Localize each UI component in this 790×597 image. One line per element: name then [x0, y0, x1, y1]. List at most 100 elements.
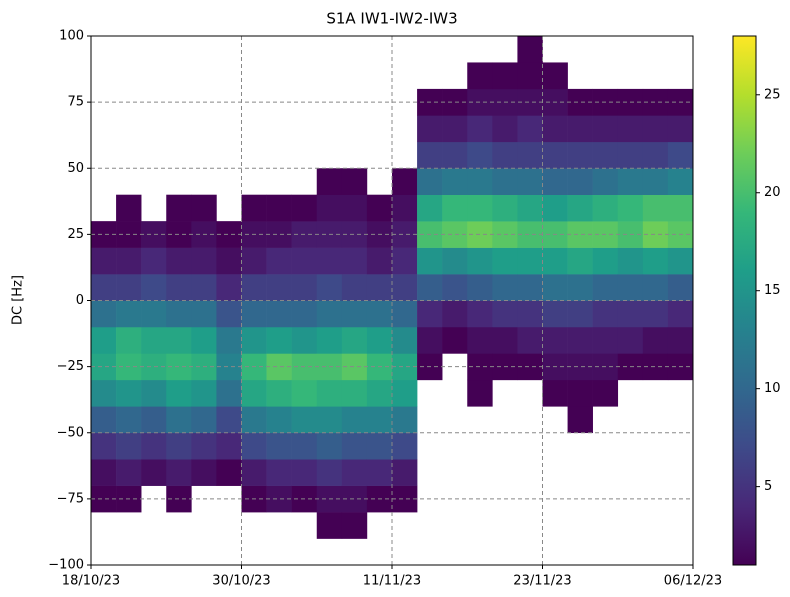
- bin: [392, 194, 418, 222]
- bin: [392, 168, 418, 195]
- bin: [341, 247, 368, 275]
- x-tick-label: 11/11/23: [363, 574, 421, 589]
- bin: [392, 459, 418, 486]
- bin: [567, 326, 593, 354]
- bin: [166, 406, 192, 434]
- bin: [517, 247, 543, 275]
- bin: [442, 326, 468, 354]
- bin: [266, 194, 292, 222]
- bin: [517, 300, 543, 328]
- bin: [642, 247, 669, 275]
- bin: [467, 247, 493, 275]
- bin: [216, 459, 242, 486]
- bin: [366, 194, 393, 222]
- bin: [91, 247, 117, 275]
- y-axis-label: DC [Hz]: [11, 275, 26, 325]
- bin: [567, 300, 593, 328]
- x-tick-label: 18/10/23: [62, 574, 120, 589]
- bin: [442, 168, 468, 195]
- bin: [341, 512, 368, 539]
- bin: [567, 274, 593, 301]
- bin: [116, 247, 142, 275]
- bin: [241, 247, 267, 275]
- bin: [91, 406, 117, 434]
- bin: [341, 459, 368, 486]
- bin: [642, 300, 669, 328]
- bin: [116, 300, 142, 328]
- bin: [141, 432, 167, 460]
- bin: [667, 168, 694, 195]
- bin: [366, 274, 393, 301]
- bin: [517, 115, 543, 143]
- bin: [467, 115, 493, 143]
- bin: [266, 406, 292, 434]
- y-tick-label: 50: [67, 161, 84, 176]
- bin: [567, 194, 593, 222]
- bin: [166, 300, 192, 328]
- bin: [316, 194, 343, 222]
- bin: [116, 459, 142, 486]
- bin: [291, 379, 318, 407]
- bin: [492, 300, 518, 328]
- bin: [542, 247, 568, 275]
- bin: [592, 141, 619, 169]
- bin: [542, 62, 568, 90]
- bin: [542, 326, 568, 354]
- bin: [492, 168, 518, 195]
- plot-frame: [90, 35, 694, 566]
- bin: [392, 406, 418, 434]
- colorbar-tick-label: 5: [764, 479, 772, 494]
- bin: [116, 406, 142, 434]
- bin: [667, 300, 694, 328]
- bin: [567, 406, 593, 434]
- bin: [191, 406, 217, 434]
- bin: [592, 274, 619, 301]
- bin: [341, 274, 368, 301]
- bin: [542, 194, 568, 222]
- bin: [467, 62, 493, 90]
- bin: [166, 194, 192, 222]
- bin: [216, 274, 242, 301]
- bin: [467, 141, 493, 169]
- bin: [241, 406, 267, 434]
- bin: [366, 459, 393, 486]
- bin: [517, 274, 543, 301]
- bin: [392, 379, 418, 407]
- bin: [442, 300, 468, 328]
- bin: [141, 274, 167, 301]
- bin: [141, 247, 167, 275]
- bin: [667, 194, 694, 222]
- bin: [642, 194, 669, 222]
- chart-title: S1A IW1-IW2-IW3: [326, 10, 457, 28]
- bin: [617, 326, 644, 354]
- bin: [116, 432, 142, 460]
- bin: [91, 432, 117, 460]
- bin: [517, 326, 543, 354]
- bin: [166, 247, 192, 275]
- bin: [91, 274, 117, 301]
- bin: [417, 194, 443, 222]
- bin: [116, 274, 142, 301]
- bin: [667, 247, 694, 275]
- bin: [592, 300, 619, 328]
- bin: [141, 459, 167, 486]
- bin: [542, 274, 568, 301]
- bin: [316, 512, 343, 539]
- bin: [417, 115, 443, 143]
- bin: [542, 300, 568, 328]
- bin: [341, 406, 368, 434]
- bin: [567, 115, 593, 143]
- bin: [316, 459, 343, 486]
- y-tick-label: 100: [59, 29, 84, 44]
- bin: [442, 115, 468, 143]
- bin: [191, 432, 217, 460]
- y-tick-label: −100: [48, 558, 84, 573]
- bin: [492, 194, 518, 222]
- bin: [617, 194, 644, 222]
- bin: [91, 459, 117, 486]
- colorbar: [732, 35, 757, 566]
- colorbar-tick-label: 10: [764, 381, 781, 396]
- bin: [216, 432, 242, 460]
- bin: [366, 247, 393, 275]
